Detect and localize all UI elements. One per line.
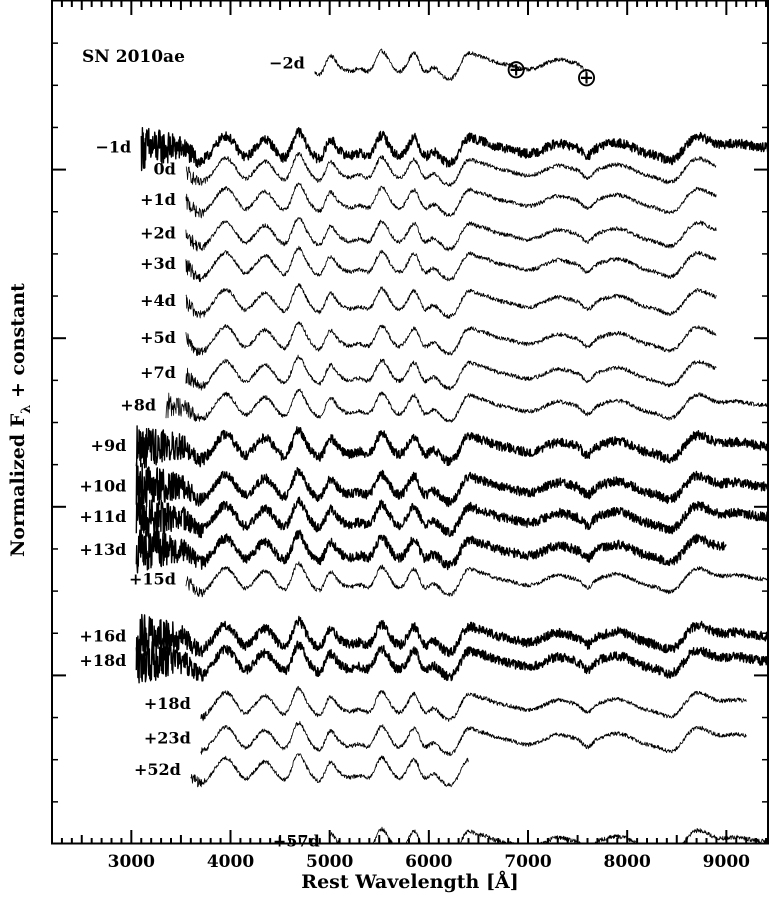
spectrum-+10d	[135, 462, 768, 510]
phase-label--2d: −2d	[269, 53, 305, 72]
phase-label-+9d: +9d	[91, 436, 127, 455]
x-tick-label: 6000	[405, 852, 452, 872]
x-tick-labels: 3000 4000 5000 6000 7000 8000 9000	[108, 852, 750, 872]
phase-label-+18d-b: +18d	[144, 694, 191, 713]
spectrum-+1d	[185, 182, 717, 219]
spectrum-+9d	[135, 425, 768, 469]
phase-label-+16d: +16d	[79, 627, 126, 646]
phase-label-+15d: +15d	[129, 569, 176, 588]
x-axis-title: Rest Wavelength [Å]	[301, 870, 518, 893]
phase-label-+3d: +3d	[140, 254, 176, 273]
x-tick-label: 4000	[207, 852, 254, 872]
phase-label-+8d: +8d	[120, 396, 156, 415]
phase-label-+7d: +7d	[140, 363, 176, 382]
telluric-marker: ⊕	[505, 55, 527, 85]
phase-label-+18d: +18d	[79, 651, 126, 670]
spectrum-+8d	[165, 388, 768, 423]
spectrum-+5d	[185, 321, 717, 356]
phase-label-+11d: +11d	[79, 507, 126, 526]
phase-label-+1d: +1d	[140, 190, 176, 209]
axis-ticks	[52, 1, 768, 844]
x-tick-label: 7000	[504, 852, 551, 872]
spectrum-+52d	[190, 753, 469, 788]
y-axis-title-suffix: + constant	[7, 283, 29, 405]
phase-label-+10d: +10d	[79, 477, 126, 496]
spectrum-+18d	[135, 637, 768, 684]
x-tick-label: 9000	[703, 852, 750, 872]
phase-label-+13d: +13d	[79, 540, 126, 559]
spectrum-+2d	[185, 217, 717, 252]
x-tick-label: 5000	[306, 852, 353, 872]
telluric-marker: ⊕	[576, 63, 598, 93]
phase-label--1d: −1d	[96, 138, 132, 157]
spectra-layer	[135, 48, 768, 844]
spectrum-+3d	[185, 245, 717, 283]
y-axis-title-subscript: λ	[19, 405, 34, 414]
phase-label-+52d: +52d	[134, 760, 181, 779]
telluric-markers: ⊕ ⊕	[505, 55, 597, 93]
spectrum--1d	[140, 127, 768, 172]
phase-label-+2d: +2d	[140, 224, 176, 243]
phase-labels: −2d −1d 0d +1d +2d +3d +4d +5d +7d +8d +9d +10d +11d…	[79, 53, 319, 850]
plot-frame	[51, 0, 769, 845]
chart-title: SN 2010ae	[82, 47, 185, 67]
y-axis-title-main: Normalized F	[7, 413, 29, 557]
phase-label-+5d: +5d	[140, 328, 176, 347]
phase-label-+57d: +57d	[273, 831, 320, 850]
phase-label-+4d: +4d	[140, 291, 176, 310]
spectrum-+13d	[135, 529, 727, 574]
spectrum-0d	[185, 152, 717, 187]
y-axis-title: Normalized Fλ + constant	[7, 283, 34, 557]
phase-label-0d: 0d	[154, 160, 176, 179]
spectrum-+15d	[185, 561, 768, 598]
spectrum-+18d-b	[200, 685, 747, 722]
spectrum--2d	[314, 48, 588, 81]
x-tick-label: 3000	[108, 852, 155, 872]
spectrum-+23d	[200, 720, 747, 757]
spectrum-+4d	[185, 283, 717, 319]
phase-label-+23d: +23d	[144, 729, 191, 748]
spectrum-+16d	[135, 613, 768, 662]
spectrum-+7d	[185, 354, 717, 391]
spectrum-+11d	[135, 493, 768, 539]
x-tick-label: 8000	[604, 852, 651, 872]
